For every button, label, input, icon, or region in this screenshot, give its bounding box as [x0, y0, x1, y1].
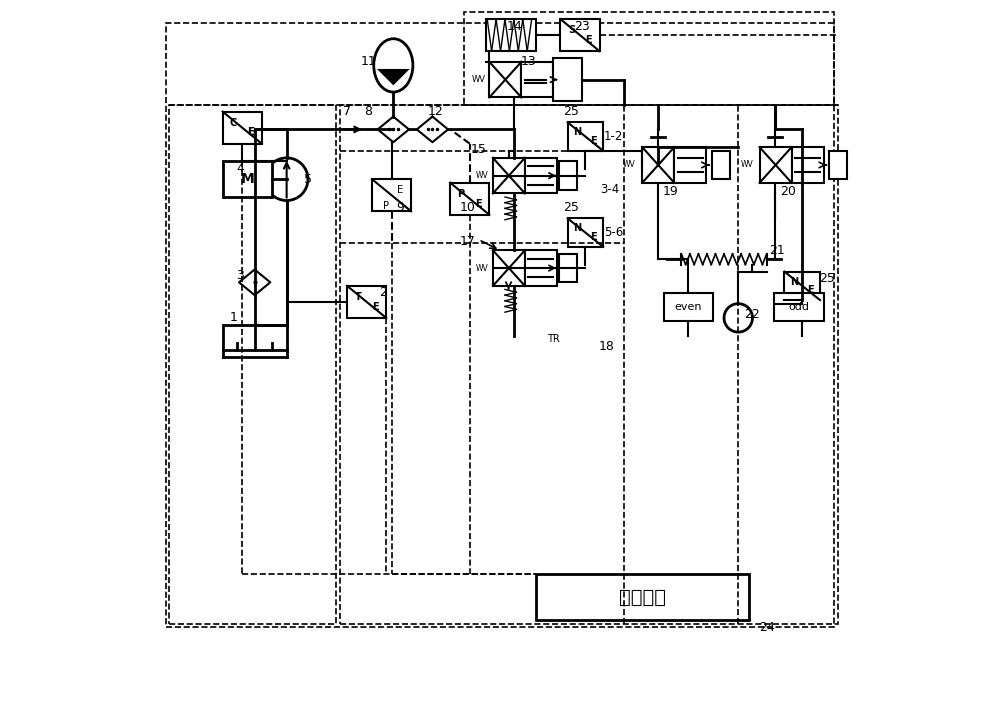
Bar: [792, 147, 824, 183]
Text: E: E: [475, 198, 482, 208]
Text: 3-4: 3-4: [601, 183, 620, 196]
Bar: [712, 151, 730, 179]
Text: P: P: [383, 201, 389, 211]
Text: 8: 8: [364, 105, 372, 118]
Bar: [642, 147, 674, 183]
Text: T: T: [355, 292, 361, 302]
Text: WV: WV: [623, 161, 636, 169]
Text: 4: 4: [236, 162, 244, 175]
Text: 21: 21: [770, 243, 785, 257]
Circle shape: [265, 158, 308, 201]
Text: E: E: [807, 285, 813, 295]
Bar: [559, 254, 577, 282]
Text: WV: WV: [740, 161, 753, 169]
Bar: [166, 23, 834, 628]
Text: 9: 9: [396, 201, 404, 214]
Text: 1: 1: [229, 311, 237, 324]
Text: S: S: [568, 26, 575, 36]
Text: E: E: [372, 302, 379, 312]
Text: 23: 23: [574, 20, 590, 33]
Bar: [169, 104, 336, 624]
Bar: [568, 122, 603, 151]
Text: odd: odd: [788, 302, 809, 312]
Text: 25: 25: [563, 105, 579, 118]
Bar: [347, 286, 386, 318]
Bar: [525, 158, 557, 193]
Text: 1-2: 1-2: [604, 130, 623, 143]
Text: 17: 17: [460, 236, 476, 248]
Text: 24: 24: [759, 620, 775, 634]
Text: 10: 10: [460, 201, 476, 214]
Text: E: E: [585, 35, 592, 45]
Text: 20: 20: [780, 185, 796, 198]
Bar: [760, 147, 792, 183]
Text: 6: 6: [247, 126, 255, 139]
Polygon shape: [377, 69, 410, 85]
Text: WV: WV: [472, 75, 486, 84]
Bar: [525, 251, 557, 286]
Bar: [464, 12, 834, 104]
Text: WV: WV: [476, 171, 489, 180]
Text: E: E: [590, 136, 596, 146]
Bar: [223, 161, 272, 197]
Text: 19: 19: [663, 185, 679, 198]
Text: E: E: [397, 185, 403, 195]
Bar: [486, 19, 536, 51]
Text: 7: 7: [343, 105, 351, 118]
Text: P: P: [458, 189, 465, 199]
Text: N: N: [790, 276, 799, 286]
Text: TR: TR: [547, 334, 560, 344]
Text: 13: 13: [521, 56, 536, 69]
Text: N: N: [573, 223, 582, 233]
Bar: [784, 271, 820, 300]
Bar: [493, 158, 525, 193]
Bar: [223, 325, 287, 350]
Ellipse shape: [374, 39, 413, 92]
Bar: [829, 151, 847, 179]
Bar: [536, 574, 749, 620]
Text: C: C: [230, 118, 237, 128]
Text: 5-6: 5-6: [604, 226, 623, 239]
Text: 2: 2: [379, 286, 387, 299]
Text: E: E: [247, 127, 254, 137]
Text: E: E: [590, 232, 596, 242]
Text: 18: 18: [599, 340, 615, 353]
Text: 5: 5: [304, 173, 312, 186]
Text: 22: 22: [745, 308, 760, 321]
Bar: [559, 161, 577, 190]
Bar: [372, 179, 411, 211]
Bar: [521, 62, 553, 97]
Bar: [223, 111, 262, 144]
Bar: [674, 147, 706, 183]
Text: WV: WV: [476, 263, 489, 273]
Bar: [489, 62, 521, 97]
Bar: [553, 59, 582, 101]
Text: 3: 3: [236, 268, 244, 282]
Text: 控制单元: 控制单元: [619, 588, 666, 606]
Text: 25: 25: [819, 272, 835, 286]
Text: even: even: [675, 302, 702, 312]
Bar: [560, 19, 600, 51]
Text: 11: 11: [361, 56, 376, 69]
Text: 14: 14: [506, 20, 522, 33]
Bar: [774, 293, 824, 321]
Bar: [568, 218, 603, 247]
Text: N: N: [573, 127, 582, 137]
Text: 12: 12: [428, 105, 444, 118]
Text: M: M: [241, 172, 254, 186]
Text: 25: 25: [563, 201, 579, 214]
Bar: [450, 183, 489, 215]
Circle shape: [724, 303, 752, 332]
Bar: [664, 293, 713, 321]
Bar: [340, 104, 838, 624]
Bar: [493, 251, 525, 286]
Text: 15: 15: [471, 143, 487, 156]
